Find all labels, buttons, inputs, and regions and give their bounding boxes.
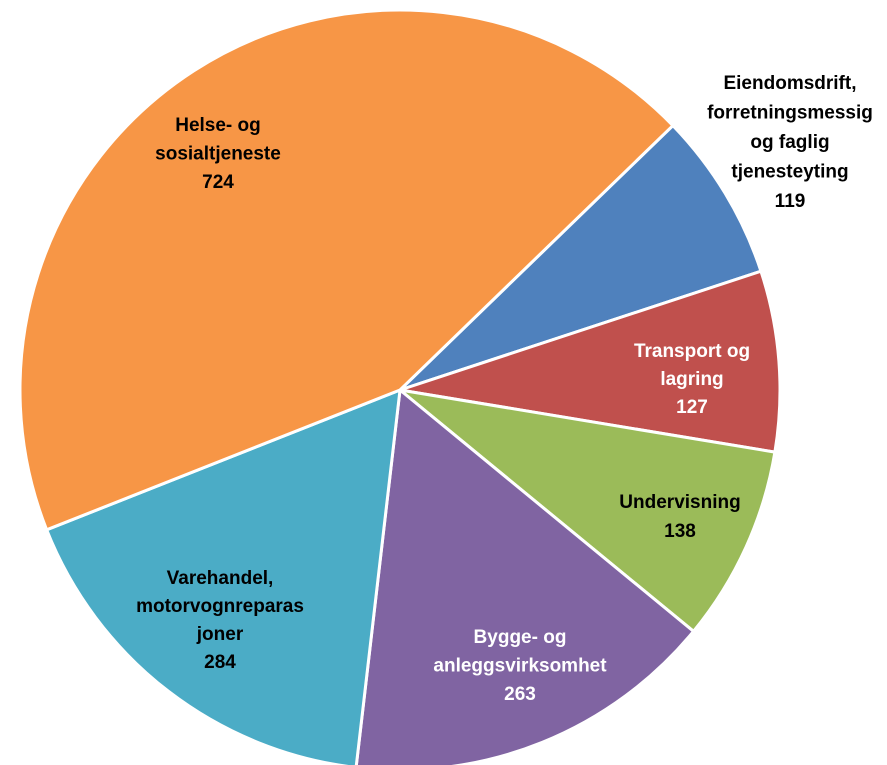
slice-label: forretningsmessig	[707, 103, 873, 124]
pie-slice	[399, 269, 782, 454]
slice-label: joner	[196, 624, 244, 645]
pie-slice	[398, 123, 763, 392]
pie-slice	[44, 387, 402, 765]
slice-label: tjenesteyting	[731, 162, 848, 183]
slice-value: 284	[204, 652, 236, 673]
slice-value: 724	[202, 172, 234, 193]
slice-label: Undervisning	[619, 492, 740, 513]
slice-value: 138	[664, 521, 696, 542]
slice-label: Varehandel,	[167, 568, 274, 589]
pie-slice	[18, 8, 676, 532]
slice-label: Transport og	[634, 341, 750, 362]
slice-label: Bygge- og	[474, 627, 567, 648]
slice-label: Helse- og	[175, 115, 261, 136]
slice-label: sosialtjeneste	[155, 144, 281, 165]
slice-value: 119	[775, 191, 806, 212]
pie-slice	[354, 387, 696, 765]
slice-label: Eiendomsdrift,	[723, 73, 856, 94]
pie-slice	[394, 387, 777, 634]
slice-value: 263	[504, 684, 536, 705]
slice-label: og faglig	[750, 132, 829, 153]
slice-label: anleggsvirksomhet	[433, 656, 607, 677]
slice-value: 127	[676, 397, 708, 418]
slice-label: lagring	[660, 369, 723, 390]
slice-label: motorvognreparas	[136, 596, 304, 617]
